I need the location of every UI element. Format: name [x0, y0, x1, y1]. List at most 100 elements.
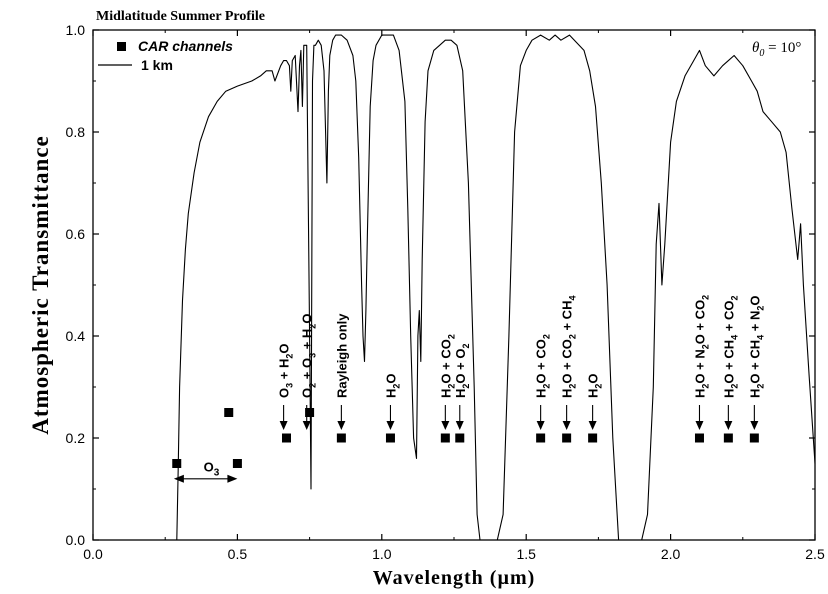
- car-channel-marker: [305, 408, 315, 417]
- annotation-arrow-head: [302, 421, 311, 430]
- annotation-text: O: [586, 373, 601, 383]
- annotation-label: H2​O + N2​O + CO2​: [692, 295, 710, 398]
- annotation-arrow-head: [695, 421, 704, 430]
- legend-marker-car: [117, 42, 126, 51]
- annotation-text: O + CH: [747, 340, 762, 384]
- car-channel-marker: [455, 433, 465, 443]
- annotation-label: H2​O + CO2​ + CH4​: [560, 296, 578, 398]
- car-channel-marker: [336, 433, 346, 443]
- car-channel-marker: [588, 433, 598, 443]
- annotation-subscript: 3: [285, 383, 295, 388]
- annotation-label: H2​O + O2​: [453, 344, 471, 398]
- o3-label-subscript: 3: [214, 468, 220, 479]
- annotation-text: O: [300, 314, 315, 324]
- annotation-text: H: [692, 389, 707, 398]
- car-channel-marker: [385, 433, 395, 443]
- annotation-label: H2​O: [586, 373, 604, 398]
- y-tick-label: 1.0: [66, 22, 86, 38]
- annotation-text: + N: [747, 311, 762, 335]
- annotation-arrow-head: [536, 421, 545, 430]
- annotation-text: O + CO: [438, 339, 453, 383]
- annotation-text: O + O: [453, 349, 468, 384]
- x-tick-label: 0.5: [228, 546, 248, 562]
- annotation-arrow-head: [386, 421, 395, 430]
- y-tick-label: 0.2: [66, 430, 86, 446]
- annotation-subscript: 2: [700, 384, 710, 389]
- y-tick-label: 0.6: [66, 226, 86, 242]
- annotation-text: O: [300, 388, 315, 398]
- annotation-label: O2​ + O3​ + H2​O: [300, 314, 318, 398]
- annotation-subscript: 2: [391, 384, 401, 389]
- annotation-subscript: 2: [568, 384, 578, 389]
- annotation-subscript: 2: [729, 296, 739, 301]
- annotation-text: + H: [300, 329, 315, 353]
- annotation-text: + O: [300, 358, 315, 383]
- x-tick-label: 1.0: [372, 546, 392, 562]
- series-1km-line: [176, 34, 816, 541]
- x-tick-label: 1.5: [516, 546, 536, 562]
- annotation-subscript: 2: [755, 384, 765, 389]
- annotation-label: H2​O + CH4​ + N2​O: [747, 296, 765, 399]
- car-channel-marker: [281, 433, 291, 443]
- annotation-subscript: 2: [461, 344, 471, 349]
- o3-arrow-left-head: [173, 474, 184, 483]
- annotation-subscript: 2: [308, 324, 318, 329]
- o3-arrow-right-head: [227, 474, 238, 483]
- annotation-text: O + N: [692, 349, 707, 383]
- car-channel-marker: [440, 433, 450, 443]
- car-channel-marker: [224, 408, 234, 417]
- annotation-text: O: [383, 373, 398, 383]
- annotation-subscript: 2: [568, 334, 578, 339]
- annotation-label: O3​ + H2​O: [277, 344, 295, 399]
- annotation-text: Rayleigh only: [334, 313, 349, 398]
- annotation-text: + CH: [560, 301, 575, 335]
- x-tick-label: 0.0: [83, 546, 103, 562]
- annotation-subscript: 2: [542, 384, 552, 389]
- plot-area: 0.0 0.5 1.0 1.5 2.0 2.5 0.0 0.2 0.4 0.6 0.8 1.0 Wave…: [28, 22, 825, 589]
- annotation-subscript: 4: [568, 296, 578, 301]
- annotation-arrow-head: [562, 421, 571, 430]
- annotation-arrow-head: [455, 421, 464, 430]
- annotation-label: H2​O + CO2​: [534, 334, 552, 398]
- zenith-angle-subscript: 0: [759, 48, 764, 59]
- legend: CAR channels 1 km: [98, 38, 233, 73]
- annotation-text: O + CO: [692, 300, 707, 344]
- annotation-text: H: [438, 389, 453, 398]
- annotation-text: H: [721, 389, 736, 398]
- o3-label-text: O: [204, 460, 214, 475]
- annotation-text: H: [747, 389, 762, 398]
- annotation-arrow-head: [750, 421, 759, 430]
- annotation-arrow-head: [337, 421, 346, 430]
- annotation-subscript: 4: [729, 335, 739, 340]
- annotation-text: O + CH: [721, 340, 736, 384]
- annotation-text: O + CO: [560, 339, 575, 383]
- annotation-subscript: 2: [594, 384, 604, 389]
- annotation-arrow-head: [279, 421, 288, 430]
- car-channel-marker: [749, 433, 759, 443]
- annotation-subscript: 2: [700, 295, 710, 300]
- annotation-arrow-head: [588, 421, 597, 430]
- car-channel-marker: [723, 433, 733, 443]
- annotation-arrow-head: [441, 421, 450, 430]
- annotation-subscript: 2: [308, 383, 318, 388]
- annotation-text: H: [534, 389, 549, 398]
- annotation-subscript: 2: [446, 334, 456, 339]
- annotation-text: H: [383, 389, 398, 398]
- annotation-text: H: [453, 389, 468, 398]
- annotation-label: H2​O + CO2​: [438, 334, 456, 398]
- annotation-subscript: 2: [461, 384, 471, 389]
- annotation-subscript: 2: [285, 354, 295, 359]
- annotation-text: O: [277, 344, 292, 354]
- zenith-angle-label: θ0 = 10°: [752, 40, 801, 59]
- annotation-text: H: [586, 389, 601, 398]
- annotation-text: H: [560, 389, 575, 398]
- car-channel-marker: [172, 459, 182, 468]
- annotation-subscript: 2: [729, 384, 739, 389]
- annotation-subscript: 3: [308, 353, 318, 358]
- y-tick-label: 0.4: [66, 328, 86, 344]
- annotation-text: O: [277, 388, 292, 398]
- y-tick-label: 0.0: [66, 532, 86, 548]
- legend-label-1km: 1 km: [141, 57, 173, 73]
- annotation-label: H2​O: [383, 373, 401, 398]
- annotation-label: Rayleigh only: [334, 313, 349, 398]
